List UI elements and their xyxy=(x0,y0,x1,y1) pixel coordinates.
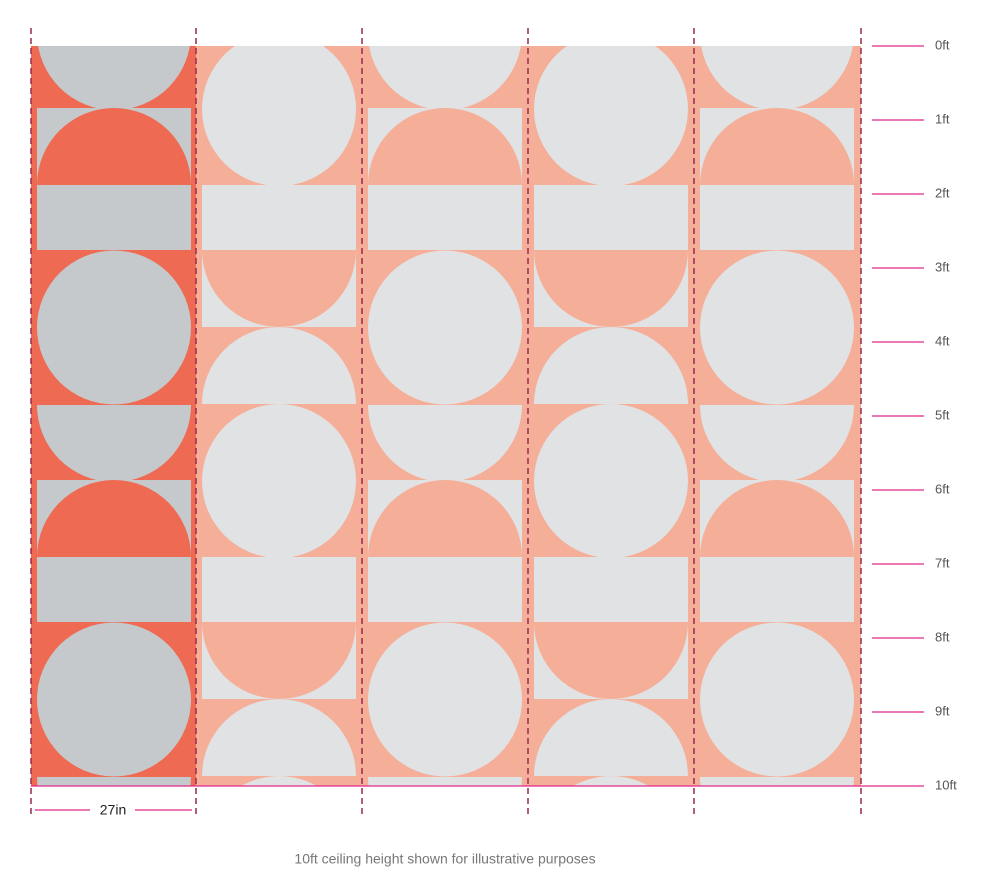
panel xyxy=(528,46,694,786)
height-label: 7ft xyxy=(935,555,950,570)
height-label: 2ft xyxy=(935,185,950,200)
panel xyxy=(31,46,196,786)
height-label: 6ft xyxy=(935,481,950,496)
height-label: 0ft xyxy=(935,37,950,52)
panel xyxy=(196,46,362,786)
height-label: 9ft xyxy=(935,703,950,718)
height-label: 4ft xyxy=(935,333,950,348)
caption: 10ft ceiling height shown for illustrati… xyxy=(294,851,595,867)
height-label: 5ft xyxy=(935,407,950,422)
width-label: 27in xyxy=(100,802,126,818)
height-label: 3ft xyxy=(935,259,950,274)
panel-seams xyxy=(30,28,862,818)
panel xyxy=(362,46,528,786)
height-label: 8ft xyxy=(935,629,950,644)
panel xyxy=(694,46,861,786)
height-label: 1ft xyxy=(935,111,950,126)
height-label: 10ft xyxy=(935,777,957,792)
